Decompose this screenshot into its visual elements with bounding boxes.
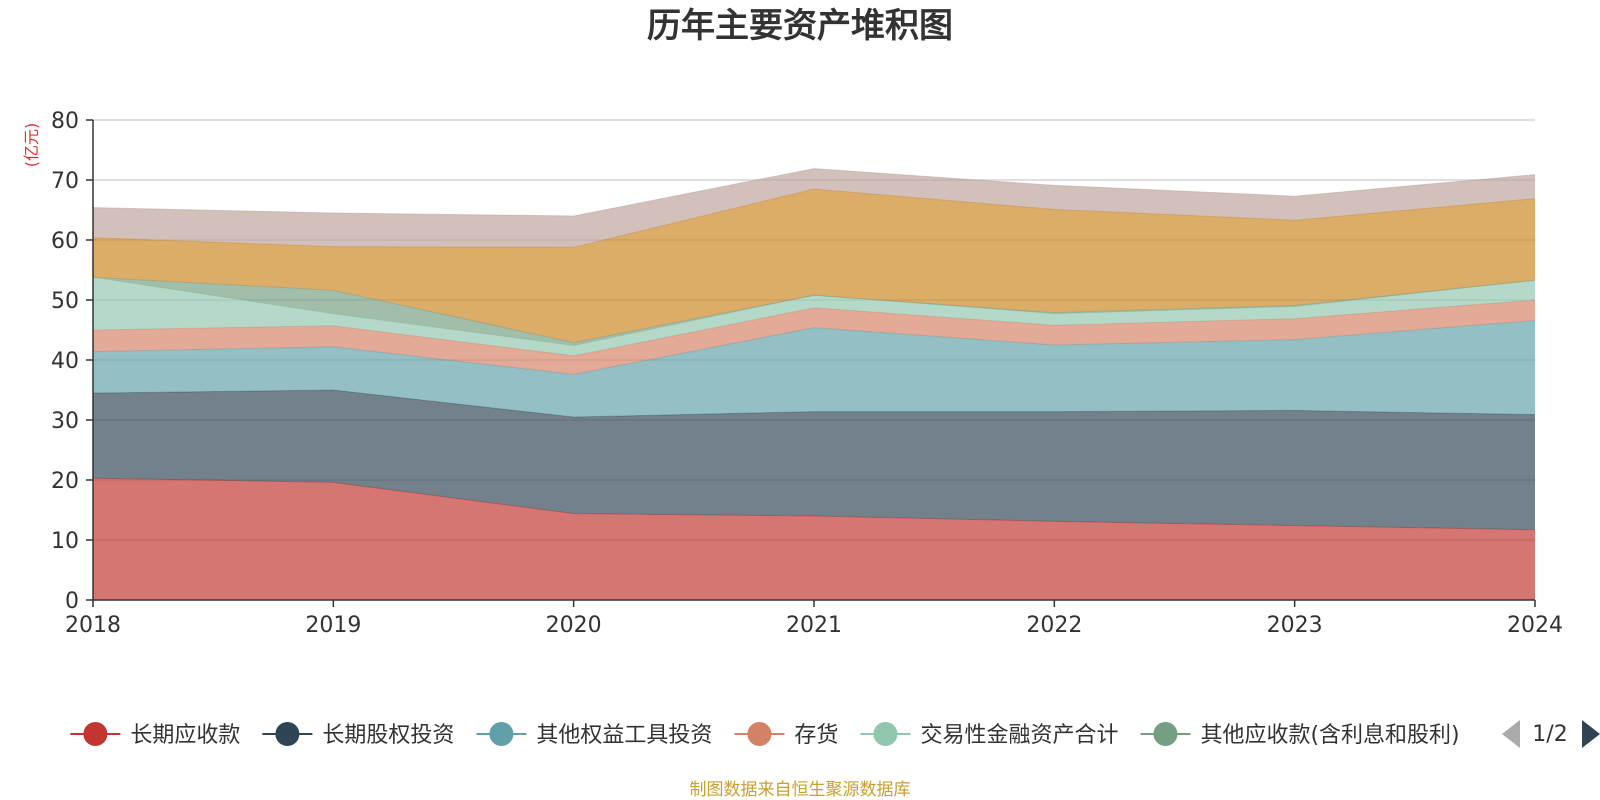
legend-label: 长期股权投资 (322, 723, 454, 748)
y-tick-label: 50 (51, 289, 79, 314)
legend-item[interactable]: 存货 (734, 722, 838, 748)
x-tick-label: 2021 (786, 613, 842, 638)
y-tick-label: 80 (51, 109, 79, 134)
y-tick-label: 30 (51, 409, 79, 434)
x-tick-label: 2023 (1267, 613, 1323, 638)
area-series-2 (93, 320, 1535, 417)
area-series-0 (93, 478, 1535, 600)
legend-item[interactable]: 其他应收款(含利息和股利) (1140, 722, 1460, 748)
data-source-note: 制图数据来自恒生聚源数据库 (690, 780, 911, 800)
area-series-5 (93, 277, 1535, 346)
legend-label: 其他应收款(含利息和股利) (1200, 723, 1459, 748)
x-tick-label: 2022 (1026, 613, 1082, 638)
x-tick-label: 2020 (546, 613, 602, 638)
area-series-1 (93, 390, 1535, 530)
y-tick-label: 20 (51, 469, 79, 494)
stacked-areas (92, 168, 1536, 600)
x-tick-label: 2019 (305, 613, 361, 638)
legend-item[interactable]: 长期股权投资 (262, 722, 454, 748)
legend-item[interactable]: 其他权益工具投资 (476, 722, 712, 748)
x-tick-label: 2024 (1507, 613, 1563, 638)
legend-circle-icon (489, 722, 514, 746)
y-tick-label: 0 (65, 589, 79, 614)
area-series-7 (93, 168, 1535, 248)
legend-pager: 1/2 (1502, 720, 1600, 748)
triangle-left-icon[interactable] (1502, 720, 1520, 748)
legend-page-indicator: 1/2 (1532, 722, 1567, 747)
legend-label: 存货 (794, 723, 838, 748)
legend: 长期应收款 长期股权投资 其他权益工具投资 存货 交易性金融资产合计 其他应收款(含利息和… (70, 722, 1460, 748)
y-tick-label: 60 (51, 229, 79, 254)
triangle-right-icon[interactable] (1582, 720, 1600, 748)
chart-title: 历年主要资产堆积图 (647, 6, 953, 46)
x-tick-label: 2018 (65, 613, 121, 638)
legend-item[interactable]: 长期应收款 (70, 722, 240, 748)
legend-item[interactable]: 交易性金融资产合计 (860, 722, 1118, 748)
legend-label: 交易性金融资产合计 (920, 723, 1118, 748)
legend-circle-icon (275, 722, 300, 746)
legend-label: 长期应收款 (130, 723, 240, 748)
legend-circle-icon (873, 722, 898, 746)
y-axis-unit-label: (亿元) (22, 123, 41, 168)
y-tick-label: 10 (51, 529, 79, 554)
y-tick-label: 40 (51, 349, 79, 374)
legend-circle-icon (747, 722, 772, 746)
area-series-4 (93, 277, 1535, 356)
y-tick-label: 70 (51, 169, 79, 194)
legend-circle-icon (83, 722, 108, 746)
area-series-3 (93, 300, 1535, 375)
legend-label: 其他权益工具投资 (536, 723, 712, 748)
legend-circle-icon (1153, 722, 1178, 746)
area-series-6 (93, 189, 1535, 343)
area-series-7-edge (92, 168, 1536, 217)
axes: 0 10 20 30 40 50 60 70 80 2018 2019 2020 2021 2022 202… (51, 109, 1563, 638)
